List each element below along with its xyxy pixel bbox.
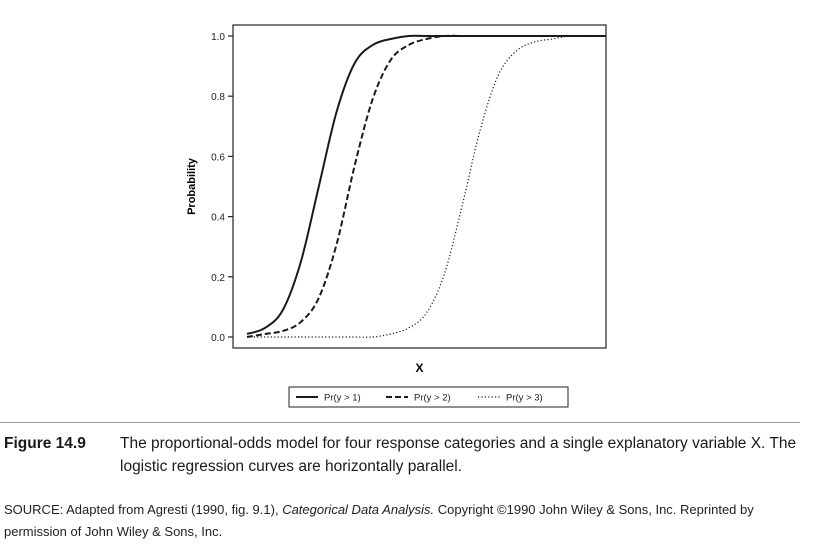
y-tick-label: 0.2 — [211, 273, 225, 284]
series-line-3 — [246, 35, 606, 338]
legend-label-3: Pr(y > 3) — [506, 393, 543, 404]
legend-label-1: Pr(y > 1) — [324, 393, 361, 404]
figure-label: Figure 14.9 — [4, 435, 86, 452]
proportional-odds-chart: 0.0 0.2 0.4 0.6 0.8 1.0 X Probability Pr(y > … — [186, 24, 607, 408]
y-tick-label: 0.6 — [211, 152, 225, 163]
legend: Pr(y > 1) Pr(y > 2) Pr(y > 3) — [288, 386, 569, 408]
caption-text: The proportional-odds model for four res… — [120, 435, 797, 475]
series-line-1 — [246, 34, 606, 335]
series-line-2 — [246, 34, 606, 338]
y-axis-label: Probability — [186, 157, 198, 215]
y-tick-label: 0.8 — [211, 92, 225, 103]
source-note: SOURCE: Adapted from Agresti (1990, fig.… — [4, 499, 814, 543]
x-axis-label: X — [415, 361, 423, 375]
y-tick-label: 0.0 — [211, 333, 225, 344]
y-tick-label: 0.4 — [211, 213, 225, 224]
source-suffix: Copyright ©1990 John Wiley & Sons, Inc. … — [4, 502, 754, 539]
legend-box — [288, 386, 569, 408]
source-prefix: SOURCE: Adapted from Agresti (1990, fig.… — [4, 502, 283, 517]
plot-area-frame — [232, 24, 607, 349]
divider — [0, 422, 800, 423]
legend-label-2: Pr(y > 2) — [414, 393, 451, 404]
source-book-title: Categorical Data Analysis. — [282, 502, 435, 517]
y-tick-label: 1.0 — [211, 32, 225, 43]
